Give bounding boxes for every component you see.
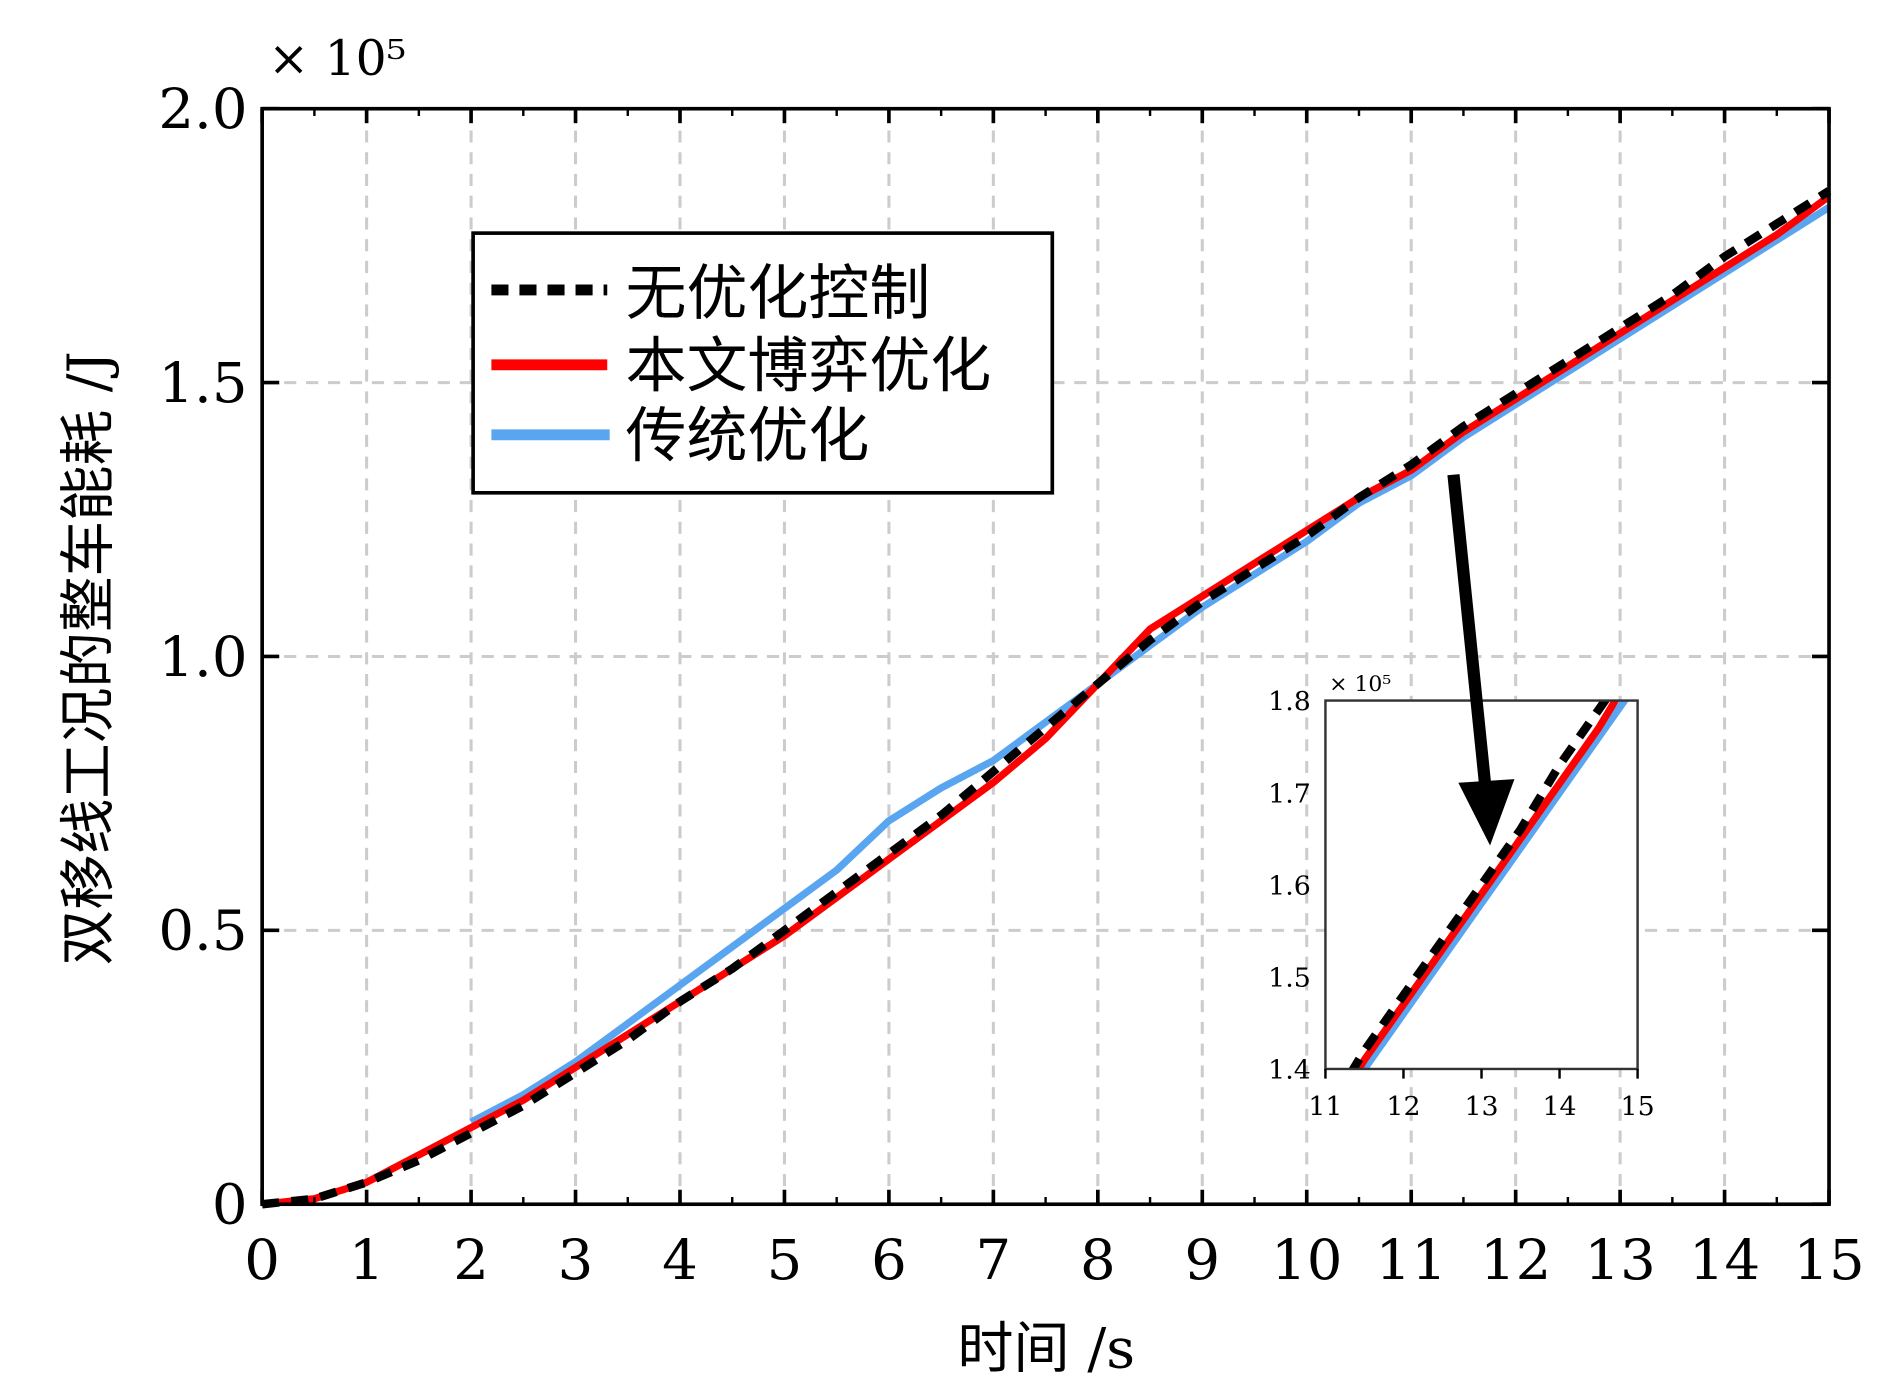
legend: 无优化控制 本文博弈优化 传统优化	[471, 231, 1055, 495]
series-layer	[261, 187, 1832, 1209]
x-tick-label: 5	[767, 1228, 803, 1293]
x-tick-label: 15	[1793, 1228, 1864, 1293]
legend-label-traditional-opt: 传统优化	[626, 402, 870, 472]
y-tick-label: 1.0	[158, 625, 247, 690]
y-multiplier: × 10⁵	[268, 31, 406, 87]
legend-label-no-opt: 无优化控制	[626, 259, 931, 329]
x-tick-label: 12	[1480, 1228, 1551, 1293]
series-line-game-opt	[261, 193, 1832, 1208]
x-tick-label: 1	[349, 1228, 385, 1293]
x-tick-label: 0	[244, 1228, 280, 1293]
y-axis-label: 双移线工况的整车能耗 /J	[56, 351, 121, 965]
x-tick-label: 2	[453, 1228, 489, 1293]
legend-label-game-opt: 本文博弈优化	[626, 332, 992, 402]
inset-y-tick-label: 1.6	[1268, 871, 1311, 902]
x-tick-label: 9	[1184, 1228, 1220, 1293]
inset-x-tick-label: 11	[1308, 1091, 1342, 1122]
inset-x-tick-label: 13	[1464, 1091, 1498, 1122]
x-tick-label: 8	[1080, 1228, 1116, 1293]
inset-x-tick-label: 14	[1542, 1091, 1576, 1122]
inset-x-tick-label: 15	[1621, 1091, 1655, 1122]
inset-y-tick-label: 1.4	[1268, 1055, 1311, 1086]
x-tick-label: 7	[976, 1228, 1012, 1293]
x-tick-label: 3	[558, 1228, 594, 1293]
x-tick-label: 6	[871, 1228, 907, 1293]
inset-y-multiplier: × 10⁵	[1329, 672, 1391, 697]
inset-x-tick-label: 12	[1386, 1091, 1420, 1122]
series-line-game-opt	[1354, 700, 1620, 1069]
y-tick-label: 2.0	[158, 77, 247, 142]
inset-series-layer	[1348, 700, 1630, 1069]
inset-ticks: 11 12 13 14 15 1.4 1.5 1.6 1.7 1.8	[1268, 686, 1655, 1121]
inset-y-tick-label: 1.8	[1268, 686, 1311, 717]
y-tick-label: 1.5	[158, 351, 247, 416]
inset-y-tick-label: 1.7	[1268, 778, 1311, 809]
x-tick-label: 13	[1584, 1228, 1655, 1293]
x-tick-label: 10	[1271, 1228, 1342, 1293]
zoom-arrow	[1447, 474, 1515, 846]
inset-chart: 11 12 13 14 15 1.4 1.5 1.6 1.7 1.8 × 10⁵	[1268, 672, 1655, 1122]
y-tick-label: 0	[212, 1173, 248, 1238]
x-tick-label: 4	[662, 1228, 698, 1293]
x-tick-label: 11	[1376, 1228, 1447, 1293]
series-line-traditional-opt	[1360, 700, 1630, 1069]
x-tick-label: 14	[1689, 1228, 1760, 1293]
x-axis-label: 时间 /s	[957, 1317, 1135, 1382]
y-tick-label: 0.5	[158, 899, 247, 964]
inset-y-tick-label: 1.5	[1268, 963, 1311, 994]
